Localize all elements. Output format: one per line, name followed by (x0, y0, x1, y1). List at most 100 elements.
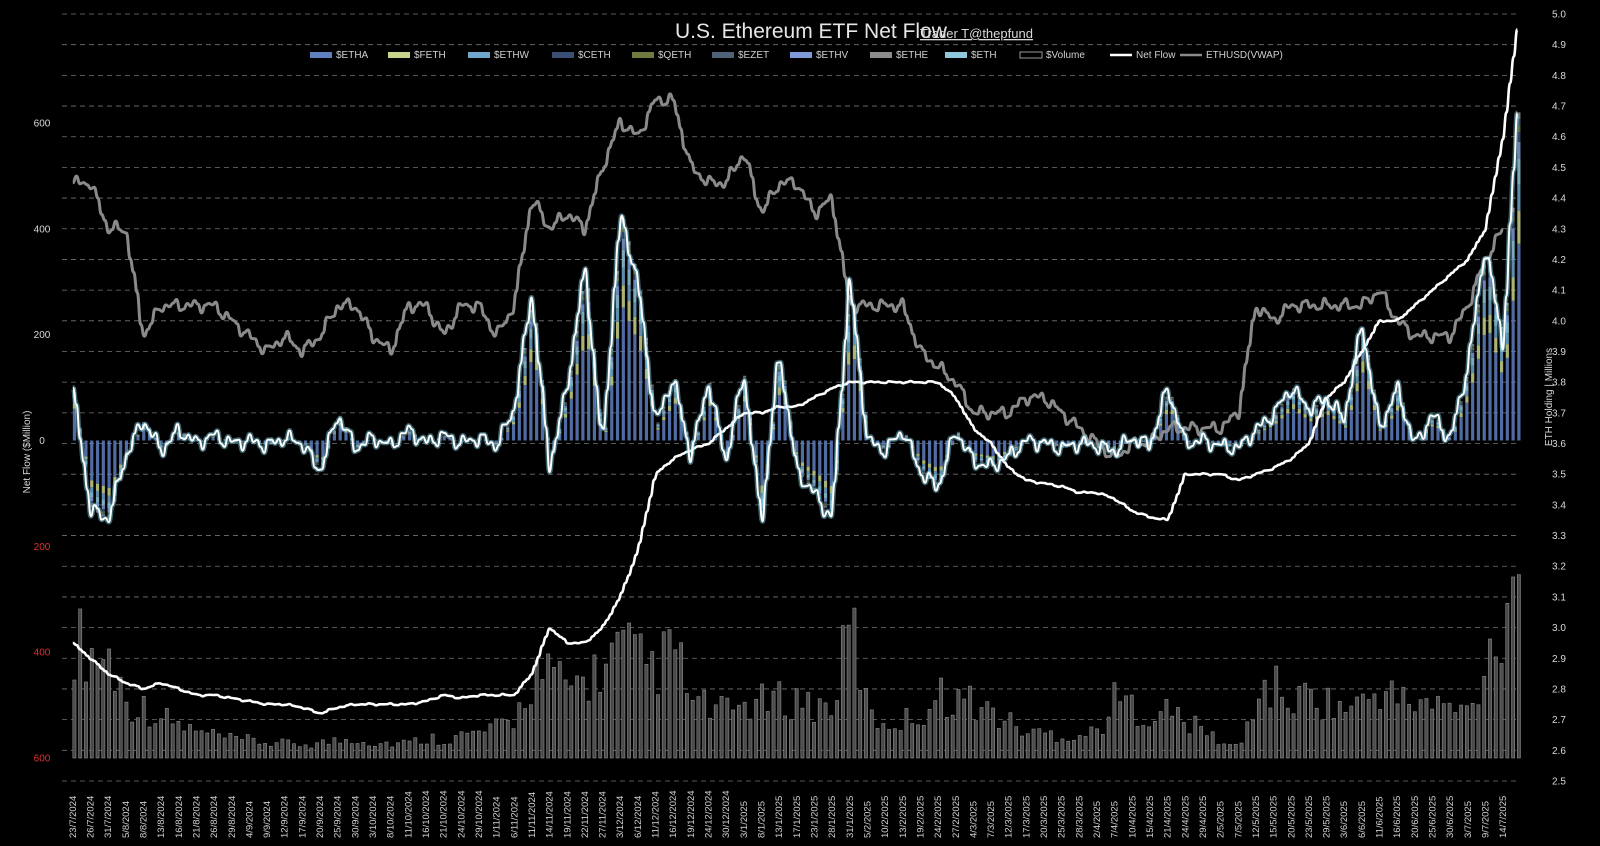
right-tick-label: 4.1 (1552, 286, 1566, 297)
flow-bar-segment (1280, 409, 1283, 412)
flow-bar-segment (315, 455, 318, 457)
flow-bar-segment (576, 364, 579, 375)
flow-bar-segment (882, 446, 885, 447)
flow-bar-segment (1171, 414, 1174, 440)
legend-label: $ETHE (896, 50, 929, 61)
left-tick-label: 400 (34, 224, 51, 235)
volume-bar (651, 652, 654, 758)
volume-bar (460, 732, 463, 758)
flow-bar-segment (1327, 415, 1330, 440)
x-tick-label: 23/1/2025 (809, 796, 820, 838)
legend-label: ETHUSD(VWAP) (1206, 50, 1283, 61)
x-tick-label: 17/1/2025 (792, 796, 803, 838)
flow-bar-segment (1373, 410, 1376, 440)
flow-bar-segment (107, 496, 110, 502)
flow-bar-segment (529, 339, 532, 349)
flow-bar-segment (662, 420, 665, 440)
flow-bar-segment (570, 392, 573, 399)
volume-bar (616, 632, 619, 758)
flow-bar-segment (304, 441, 307, 444)
x-tick-label: 17/9/2024 (297, 796, 308, 838)
x-tick-label: 11/11/2024 (527, 792, 538, 838)
volume-bar (454, 735, 457, 758)
flow-bar-segment (1338, 423, 1341, 440)
flow-bar-segment (604, 432, 607, 440)
volume-bar (1315, 708, 1318, 758)
volume-bar (1356, 697, 1359, 758)
flow-bar-segment (628, 301, 631, 321)
x-tick-label: 15/5/2025 (1269, 796, 1280, 838)
flow-bar-segment (1304, 414, 1307, 418)
flow-bar-segment (1460, 410, 1463, 413)
volume-bar (217, 734, 220, 758)
flow-bar-segment (818, 481, 821, 486)
flow-bar-segment (315, 457, 318, 459)
volume-bar (1460, 705, 1463, 758)
volume-bar (1240, 743, 1243, 758)
flow-bar-segment (807, 481, 810, 482)
legend-label: $ETH (971, 50, 997, 61)
x-tick-label: 13/2/2025 (898, 796, 909, 838)
flow-bar-segment (807, 471, 810, 474)
flow-bar-segment (1003, 441, 1006, 453)
flow-bar-segment (824, 505, 827, 506)
flow-bar-segment (622, 268, 625, 286)
volume-bar (668, 630, 671, 758)
flow-bar-segment (1055, 441, 1058, 445)
x-tick-label: 2/4/2025 (1092, 801, 1103, 838)
flow-bar-segment (524, 376, 527, 385)
x-tick-label: 28/1/2025 (827, 796, 838, 838)
right-tick-label: 2.9 (1552, 654, 1566, 665)
x-tick-label: 24/4/2025 (1180, 796, 1191, 838)
flow-bar-segment (824, 493, 827, 498)
volume-bar (628, 623, 631, 758)
flow-bar-segment (1471, 358, 1474, 366)
volume-bar (888, 729, 891, 758)
left-tick-label: 600 (34, 754, 51, 765)
volume-bar (431, 734, 434, 758)
flow-bar-segment (1269, 427, 1272, 440)
legend-swatch (945, 52, 967, 58)
x-tick-label: 31/7/2024 (103, 796, 114, 838)
flow-bar-segment (576, 355, 579, 364)
volume-bar (604, 664, 607, 758)
flow-bar-segment (1275, 424, 1278, 441)
flow-bar-segment (940, 466, 943, 470)
flow-bar-segment (1280, 406, 1283, 407)
flow-bar-segment (1488, 333, 1491, 441)
volume-bar (1292, 714, 1295, 758)
volume-bar (1136, 726, 1139, 758)
volume-bar (662, 632, 665, 758)
right-tick-label: 3.4 (1552, 500, 1566, 511)
volume-bar (1477, 705, 1480, 758)
flow-bar-segment (1257, 430, 1260, 431)
flow-bar-segment (136, 435, 139, 436)
right-tick-label: 2.8 (1552, 684, 1566, 695)
right-tick-label: 2.5 (1552, 777, 1566, 788)
flow-bar-segment (506, 430, 509, 431)
flow-bar-segment (656, 428, 659, 430)
volume-bar (760, 684, 763, 758)
flow-bar-segment (656, 430, 659, 441)
flow-bar-segment (524, 361, 527, 368)
flow-bar-segment (708, 383, 711, 384)
flow-bar-segment (812, 476, 815, 480)
volume-bar (1113, 683, 1116, 758)
x-tick-label: 20/6/2025 (1410, 796, 1421, 838)
flow-bar-segment (824, 504, 827, 505)
volume-bar (495, 719, 498, 758)
flow-bar-segment (824, 481, 827, 488)
volume-bar (934, 701, 937, 758)
flow-bar-segment (916, 456, 919, 458)
volume-bar (1442, 704, 1445, 758)
volume-bar (587, 701, 590, 758)
x-tick-label: 3/1/2025 (739, 801, 750, 838)
volume-bar (1275, 666, 1278, 758)
volume-bar (344, 739, 347, 758)
flow-bar-segment (1361, 373, 1364, 441)
flow-bar-segment (1494, 338, 1497, 353)
volume-bar (974, 721, 977, 758)
volume-bar (1517, 575, 1520, 758)
volume-bar (73, 680, 76, 758)
